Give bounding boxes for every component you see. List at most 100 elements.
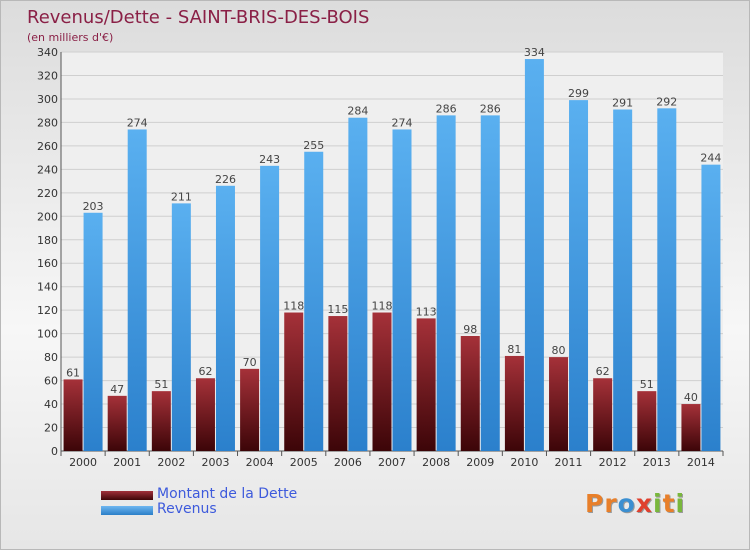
y-tick-label: 80: [44, 351, 58, 364]
y-tick-label: 320: [37, 69, 58, 82]
y-tick-label: 260: [37, 140, 58, 153]
bar-debt: [151, 391, 171, 451]
data-label-revenue: 291: [612, 97, 633, 110]
bar-debt: [637, 391, 657, 451]
y-tick-label: 340: [37, 46, 58, 59]
bar-debt: [504, 355, 524, 451]
bar-debt: [107, 395, 127, 451]
bar-revenue: [701, 164, 721, 452]
data-label-revenue: 286: [436, 102, 457, 115]
data-label-debt: 47: [110, 383, 124, 396]
bar-debt: [549, 357, 569, 451]
bar-revenue: [480, 115, 500, 451]
y-tick-label: 240: [37, 163, 58, 176]
bar-debt: [63, 379, 83, 451]
bar-revenue: [569, 100, 589, 451]
data-label-debt: 40: [684, 391, 698, 404]
data-label-debt: 61: [66, 366, 80, 379]
bar-revenue: [613, 109, 633, 452]
bar-debt: [372, 312, 392, 451]
data-label-revenue: 255: [303, 139, 324, 152]
plot-area: [61, 52, 723, 451]
logo-letter: P: [585, 489, 605, 518]
y-tick-label: 60: [44, 375, 58, 388]
y-tick-label: 180: [37, 234, 58, 247]
data-label-revenue: 274: [392, 116, 413, 129]
y-tick-label: 220: [37, 187, 58, 200]
bar-revenue: [83, 212, 103, 451]
logo-letter: r: [604, 489, 618, 518]
y-tick-label: 40: [44, 398, 58, 411]
x-tick-label: 2011: [555, 456, 583, 469]
bar-revenue: [260, 165, 280, 452]
data-label-debt: 115: [327, 303, 348, 316]
chart-title: Revenus/Dette - SAINT-BRIS-DES-BOIS: [27, 7, 370, 28]
data-label-debt: 80: [552, 344, 566, 357]
y-tick-label: 300: [37, 93, 58, 106]
bar-revenue: [215, 185, 235, 451]
y-tick-label: 160: [37, 257, 58, 270]
y-tick-label: 0: [51, 445, 58, 458]
bar-revenue: [127, 129, 147, 451]
data-label-revenue: 244: [700, 152, 721, 165]
bar-revenue: [304, 151, 324, 451]
bar-revenue: [171, 203, 191, 451]
data-label-revenue: 292: [656, 95, 677, 108]
bar-debt: [681, 404, 701, 451]
x-tick-label: 2007: [378, 456, 406, 469]
data-label-revenue: 274: [127, 116, 148, 129]
legend-swatch-revenue: [101, 506, 153, 515]
data-label-debt: 81: [507, 343, 521, 356]
data-label-revenue: 334: [524, 46, 545, 59]
data-label-debt: 118: [283, 300, 304, 313]
y-tick-label: 200: [37, 210, 58, 223]
bar-debt: [284, 312, 304, 451]
bar-revenue: [436, 115, 456, 451]
legend-swatch-debt: [101, 491, 153, 500]
x-tick-label: 2012: [599, 456, 627, 469]
data-label-debt: 118: [372, 300, 393, 313]
bar-debt: [195, 378, 215, 451]
x-tick-label: 2002: [157, 456, 185, 469]
data-label-revenue: 286: [480, 102, 501, 115]
data-label-debt: 113: [416, 305, 437, 318]
y-tick-label: 140: [37, 281, 58, 294]
data-label-debt: 70: [243, 356, 257, 369]
legend-label-revenue: Revenus: [157, 501, 217, 517]
logo-letter: x: [635, 489, 653, 518]
x-tick-label: 2014: [687, 456, 715, 469]
data-label-revenue: 211: [171, 190, 192, 203]
data-label-revenue: 226: [215, 173, 236, 186]
y-tick-label: 120: [37, 304, 58, 317]
x-tick-label: 2004: [246, 456, 274, 469]
bar-revenue: [657, 108, 677, 452]
data-label-revenue: 243: [259, 153, 280, 166]
x-tick-label: 2010: [510, 456, 538, 469]
bar-revenue: [392, 129, 412, 451]
data-label-debt: 62: [596, 365, 610, 378]
data-label-debt: 51: [640, 378, 654, 391]
data-label-debt: 98: [463, 323, 477, 336]
y-tick-label: 100: [37, 328, 58, 341]
bar-revenue: [348, 117, 368, 451]
logo-letter: i: [653, 489, 663, 518]
x-tick-label: 2009: [466, 456, 494, 469]
y-tick-label: 280: [37, 116, 58, 129]
legend-label-debt: Montant de la Dette: [157, 486, 298, 502]
bar-debt: [416, 318, 436, 451]
logo-letter: t: [662, 489, 676, 518]
bar-debt: [593, 378, 613, 451]
bar-debt: [460, 335, 480, 451]
data-label-revenue: 284: [347, 105, 368, 118]
logo-letter: o: [617, 489, 636, 518]
x-tick-label: 2005: [290, 456, 318, 469]
bar-revenue: [524, 59, 544, 452]
data-label-debt: 51: [154, 378, 168, 391]
bar-debt: [240, 368, 260, 451]
x-tick-label: 2013: [643, 456, 671, 469]
data-label-revenue: 299: [568, 87, 589, 100]
logo-letter: i: [675, 489, 686, 518]
x-tick-label: 2003: [201, 456, 229, 469]
x-tick-label: 2000: [69, 456, 97, 469]
